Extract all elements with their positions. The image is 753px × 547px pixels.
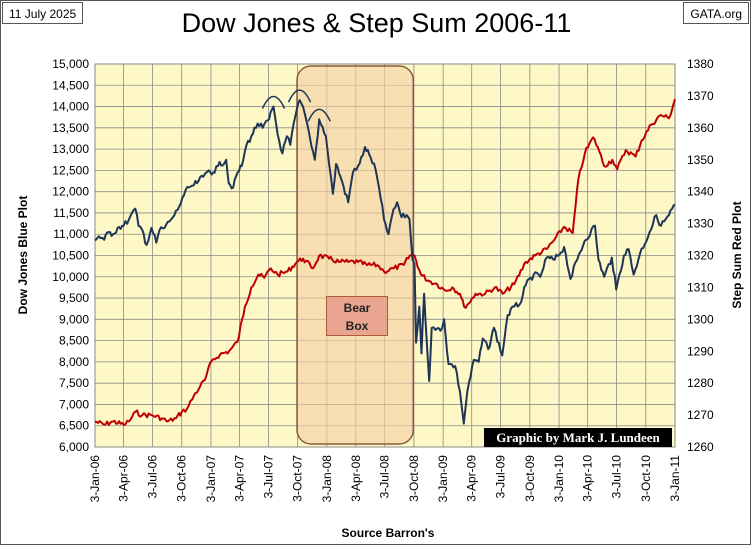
y-left-tick-label: 6,500 (59, 419, 89, 433)
x-tick-label: 3-Jan-09 (436, 455, 450, 503)
y-right-tick-label: 1380 (687, 57, 714, 71)
y-left-tick-label: 14,000 (52, 100, 89, 114)
y-right-tick-label: 1300 (687, 312, 714, 326)
y-left-tick-label: 6,000 (59, 440, 89, 454)
y-right-tick-label: 1320 (687, 249, 714, 263)
x-tick-label: 3-Jul-08 (378, 455, 392, 499)
y-left-tick-label: 10,500 (52, 249, 89, 263)
y-left-tick-label: 7,000 (59, 397, 89, 411)
y-right-tick-label: 1370 (687, 89, 714, 103)
y-right-tick-label: 1310 (687, 280, 714, 294)
y-left-tick-label: 14,500 (52, 78, 89, 92)
y-left-tick-label: 9,500 (59, 291, 89, 305)
dow-jones-line (94, 99, 676, 425)
bear-box (296, 65, 415, 445)
x-tick-label: 3-Oct-08 (407, 455, 421, 502)
y-left-tick-label: 9,000 (59, 312, 89, 326)
site-label: GATA.org (683, 2, 749, 24)
y-right-tick-label: 1290 (687, 344, 714, 358)
bear-box-label-line-1: Bear (343, 301, 371, 315)
x-axis-title: Source Barron's (342, 526, 435, 540)
x-tick-label: 3-Jul-09 (494, 455, 508, 499)
date-label: 11 July 2025 (2, 2, 84, 24)
top-arc-1 (261, 95, 286, 109)
y-left-tick-label: 10,000 (52, 270, 89, 284)
x-tick-label: 3-Oct-07 (291, 455, 305, 502)
y-left-tick-label: 7,500 (59, 376, 89, 390)
y-right-tick-label: 1350 (687, 153, 714, 167)
y-right-tick-label: 1270 (687, 408, 714, 422)
y-left-tick-label: 13,000 (52, 142, 89, 156)
y-left-tick-label: 8,500 (59, 334, 89, 348)
x-tick-label: 3-Oct-06 (175, 455, 189, 502)
x-tick-label: 3-Apr-07 (233, 455, 247, 502)
credit-label: Graphic by Mark J. Lundeen (484, 428, 672, 447)
y-left-tick-label: 15,000 (52, 57, 89, 71)
x-tick-label: 3-Jan-06 (88, 455, 102, 503)
y-left-tick-label: 11,500 (53, 206, 89, 220)
y-left-tick-label: 8,000 (59, 355, 89, 369)
y-right-tick-label: 1260 (687, 440, 714, 454)
y-left-axis-title: Dow Jones Blue Plot (16, 196, 30, 315)
x-tick-label: 3-Oct-10 (639, 455, 653, 502)
y-right-tick-label: 1280 (687, 376, 714, 390)
y-left-tick-label: 13,500 (52, 121, 89, 135)
y-right-tick-label: 1330 (687, 217, 714, 231)
x-tick-label: 3-Jul-07 (261, 455, 275, 499)
x-tick-label: 3-Jan-08 (320, 455, 334, 503)
x-tick-label: 3-Apr-08 (349, 455, 363, 502)
y-right-tick-label: 1360 (687, 121, 714, 135)
chart-title: Dow Jones & Step Sum 2006-11 (181, 8, 572, 38)
y-left-tick-label: 12,500 (52, 163, 89, 177)
x-tick-label: 3-Apr-09 (465, 455, 479, 502)
y-right-tick-label: 1340 (687, 185, 714, 199)
x-tick-label: 3-Apr-06 (117, 455, 131, 502)
x-tick-label: 3-Jan-07 (204, 455, 218, 503)
x-tick-label: 3-Jan-10 (552, 455, 566, 503)
y-right-axis-title: Step Sum Red Plot (730, 201, 744, 308)
x-tick-label: 3-Jan-11 (668, 455, 682, 502)
top-arc-2 (287, 89, 312, 103)
x-tick-label: 3-Apr-10 (581, 455, 595, 502)
top-arc-3 (307, 108, 331, 122)
y-left-tick-label: 11,000 (53, 227, 89, 241)
bear-box-label: Bear Box (326, 296, 388, 336)
y-left-tick-label: 12,000 (52, 185, 89, 199)
bear-box-label-line-2: Box (345, 319, 369, 333)
x-tick-label: 3-Jul-10 (610, 455, 624, 499)
step-sum-line (94, 98, 676, 426)
x-tick-label: 3-Jul-06 (145, 455, 159, 499)
x-tick-label: 3-Oct-09 (523, 455, 537, 502)
